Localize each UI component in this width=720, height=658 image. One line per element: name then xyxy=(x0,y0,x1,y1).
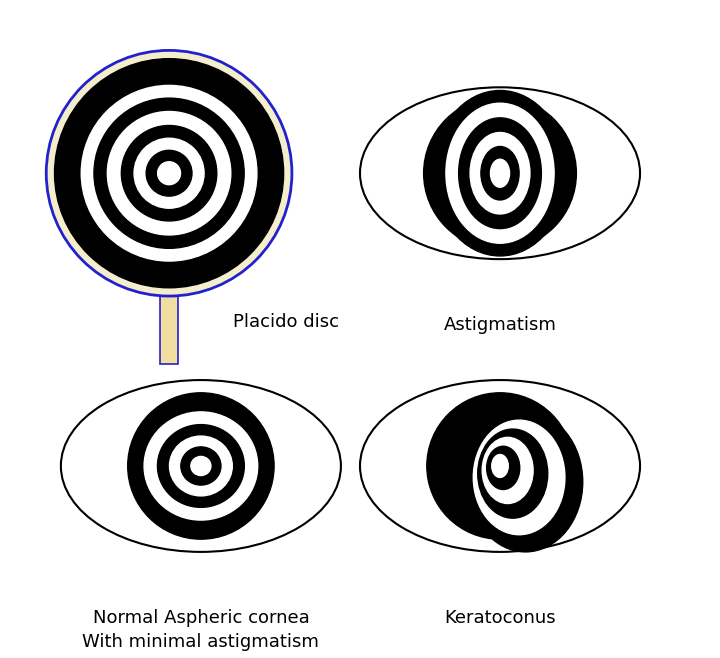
Ellipse shape xyxy=(470,132,530,214)
Ellipse shape xyxy=(473,420,565,535)
Ellipse shape xyxy=(360,380,640,552)
Ellipse shape xyxy=(468,412,582,552)
Text: Astigmatism: Astigmatism xyxy=(444,316,557,334)
Circle shape xyxy=(427,393,573,539)
Ellipse shape xyxy=(478,429,548,518)
Ellipse shape xyxy=(158,424,244,507)
Ellipse shape xyxy=(481,147,519,200)
Bar xyxy=(160,268,178,364)
Circle shape xyxy=(165,168,174,178)
Ellipse shape xyxy=(487,446,520,490)
Circle shape xyxy=(423,97,577,249)
Ellipse shape xyxy=(61,380,341,552)
Circle shape xyxy=(94,98,244,248)
Ellipse shape xyxy=(131,399,271,533)
Circle shape xyxy=(46,51,292,296)
Ellipse shape xyxy=(191,457,211,476)
Ellipse shape xyxy=(144,412,258,520)
Circle shape xyxy=(134,138,204,208)
Ellipse shape xyxy=(492,455,508,478)
Ellipse shape xyxy=(169,436,233,496)
Ellipse shape xyxy=(446,103,554,243)
Ellipse shape xyxy=(482,438,533,503)
Text: Placido disc: Placido disc xyxy=(233,313,338,331)
Ellipse shape xyxy=(490,159,510,188)
Circle shape xyxy=(107,111,231,235)
Ellipse shape xyxy=(181,447,221,485)
Circle shape xyxy=(158,162,181,185)
Ellipse shape xyxy=(360,88,640,259)
Circle shape xyxy=(127,393,274,539)
Circle shape xyxy=(55,59,284,288)
Circle shape xyxy=(197,462,204,470)
Text: Keratoconus: Keratoconus xyxy=(444,609,556,627)
Circle shape xyxy=(122,126,217,221)
Circle shape xyxy=(496,462,504,470)
Circle shape xyxy=(496,169,504,177)
Circle shape xyxy=(68,72,269,274)
Text: Normal Aspheric cornea
With minimal astigmatism: Normal Aspheric cornea With minimal asti… xyxy=(83,609,320,651)
Ellipse shape xyxy=(433,91,567,256)
Ellipse shape xyxy=(459,118,541,228)
Circle shape xyxy=(81,86,257,261)
Circle shape xyxy=(146,150,192,196)
